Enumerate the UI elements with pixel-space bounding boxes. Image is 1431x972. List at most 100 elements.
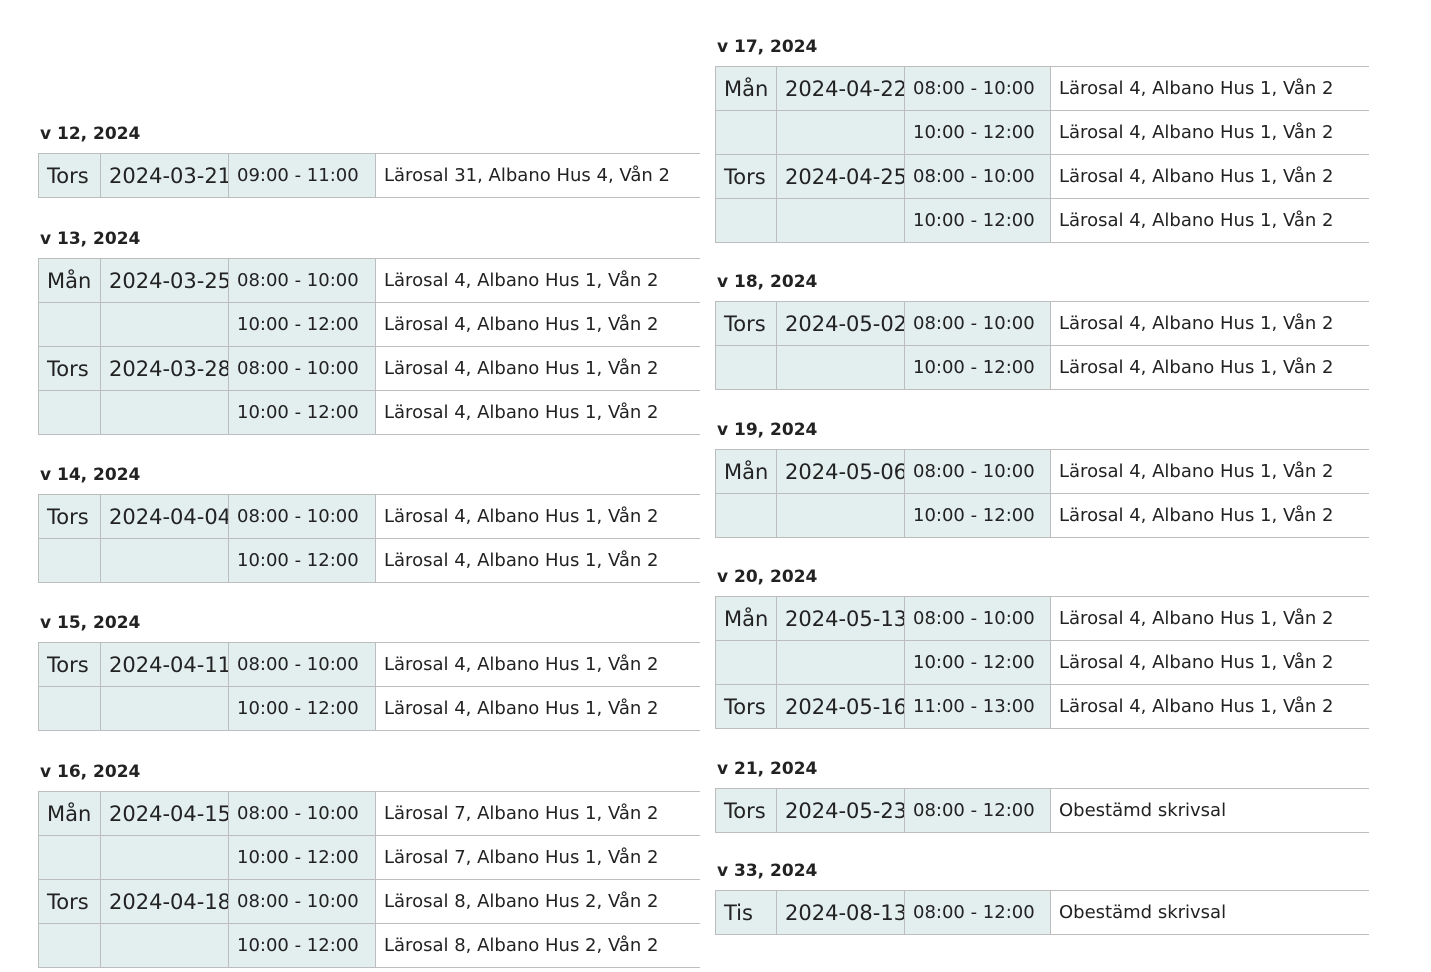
date-cell: 2024-04-18 xyxy=(100,879,229,924)
date-cell xyxy=(776,345,905,390)
time-cell: 08:00 - 10:00 xyxy=(904,154,1051,199)
time-cell: 08:00 - 10:00 xyxy=(904,66,1051,111)
week-title: v 12, 2024 xyxy=(40,124,141,144)
day-cell xyxy=(38,686,101,731)
date-cell: 2024-04-25 xyxy=(776,154,905,199)
week-title: v 14, 2024 xyxy=(40,465,141,485)
week-block: v 13, 2024 Mån 2024-03-25 08:00 - 10:00 … xyxy=(38,228,700,435)
day-cell xyxy=(38,302,101,347)
week-title: v 17, 2024 xyxy=(717,37,818,57)
table-row: 10:00 - 12:00 Lärosal 4, Albano Hus 1, V… xyxy=(715,198,1369,243)
time-cell: 08:00 - 10:00 xyxy=(904,449,1051,494)
date-cell: 2024-05-16 xyxy=(776,684,905,729)
schedule-table: Mån 2024-03-25 08:00 - 10:00 Lärosal 4, … xyxy=(38,258,700,435)
date-cell: 2024-08-13 xyxy=(776,890,905,935)
time-cell: 10:00 - 12:00 xyxy=(904,110,1051,155)
day-cell: Tis xyxy=(715,890,777,935)
date-cell: 2024-04-04 xyxy=(100,494,229,539)
day-cell xyxy=(38,390,101,435)
day-cell xyxy=(38,835,101,880)
table-row: Tors 2024-05-02 08:00 - 10:00 Lärosal 4,… xyxy=(715,301,1369,346)
day-cell: Mån xyxy=(715,66,777,111)
table-row: Tors 2024-04-11 08:00 - 10:00 Lärosal 4,… xyxy=(38,642,700,687)
table-row: 10:00 - 12:00 Lärosal 4, Albano Hus 1, V… xyxy=(715,493,1369,538)
time-cell: 10:00 - 12:00 xyxy=(228,686,376,731)
time-cell: 11:00 - 13:00 xyxy=(904,684,1051,729)
day-cell xyxy=(715,198,777,243)
schedule-table: Tors 2024-05-23 08:00 - 12:00 Obestämd s… xyxy=(715,788,1369,833)
day-cell: Tors xyxy=(715,301,777,346)
table-row: Mån 2024-04-22 08:00 - 10:00 Lärosal 4, … xyxy=(715,66,1369,111)
table-row: Tis 2024-08-13 08:00 - 12:00 Obestämd sk… xyxy=(715,890,1369,935)
day-cell: Tors xyxy=(38,153,101,198)
week-block: v 33, 2024 Tis 2024-08-13 08:00 - 12:00 … xyxy=(715,860,1369,935)
table-row: 10:00 - 12:00 Lärosal 4, Albano Hus 1, V… xyxy=(38,538,700,583)
day-cell xyxy=(715,345,777,390)
week-title: v 18, 2024 xyxy=(717,272,818,292)
time-cell: 10:00 - 12:00 xyxy=(904,640,1051,685)
room-cell: Lärosal 31, Albano Hus 4, Vån 2 xyxy=(375,153,700,198)
day-cell xyxy=(38,538,101,583)
day-cell xyxy=(38,923,101,968)
week-block: v 17, 2024 Mån 2024-04-22 08:00 - 10:00 … xyxy=(715,36,1369,243)
date-cell: 2024-04-22 xyxy=(776,66,905,111)
schedule-table: Mån 2024-04-15 08:00 - 10:00 Lärosal 7, … xyxy=(38,791,700,968)
room-cell: Lärosal 8, Albano Hus 2, Vån 2 xyxy=(375,879,700,924)
room-cell: Lärosal 8, Albano Hus 2, Vån 2 xyxy=(375,923,700,968)
time-cell: 08:00 - 10:00 xyxy=(228,879,376,924)
week-block: v 21, 2024 Tors 2024-05-23 08:00 - 12:00… xyxy=(715,758,1369,833)
week-block: v 18, 2024 Tors 2024-05-02 08:00 - 10:00… xyxy=(715,271,1369,390)
table-row: Mån 2024-05-06 08:00 - 10:00 Lärosal 4, … xyxy=(715,449,1369,494)
day-cell: Mån xyxy=(38,791,101,836)
week-block: v 15, 2024 Tors 2024-04-11 08:00 - 10:00… xyxy=(38,612,700,731)
table-row: 10:00 - 12:00 Lärosal 4, Albano Hus 1, V… xyxy=(38,390,700,435)
date-cell xyxy=(776,493,905,538)
week-block: v 19, 2024 Mån 2024-05-06 08:00 - 10:00 … xyxy=(715,419,1369,538)
time-cell: 10:00 - 12:00 xyxy=(228,538,376,583)
date-cell: 2024-03-28 xyxy=(100,346,229,391)
table-row: Tors 2024-03-21 09:00 - 11:00 Lärosal 31… xyxy=(38,153,700,198)
room-cell: Lärosal 4, Albano Hus 1, Vån 2 xyxy=(375,258,700,303)
table-row: Tors 2024-03-28 08:00 - 10:00 Lärosal 4,… xyxy=(38,346,700,391)
schedule-table: Mån 2024-05-13 08:00 - 10:00 Lärosal 4, … xyxy=(715,596,1369,729)
date-cell xyxy=(100,538,229,583)
date-cell xyxy=(776,640,905,685)
date-cell: 2024-04-11 xyxy=(100,642,229,687)
table-row: 10:00 - 12:00 Lärosal 4, Albano Hus 1, V… xyxy=(38,302,700,347)
room-cell: Lärosal 4, Albano Hus 1, Vån 2 xyxy=(375,346,700,391)
week-block: v 16, 2024 Mån 2024-04-15 08:00 - 10:00 … xyxy=(38,761,700,968)
room-cell: Lärosal 4, Albano Hus 1, Vån 2 xyxy=(1050,154,1369,199)
week-title: v 15, 2024 xyxy=(40,613,141,633)
table-row: Tors 2024-04-04 08:00 - 10:00 Lärosal 4,… xyxy=(38,494,700,539)
day-cell: Tors xyxy=(715,788,777,833)
table-row: Mån 2024-05-13 08:00 - 10:00 Lärosal 4, … xyxy=(715,596,1369,641)
room-cell: Lärosal 4, Albano Hus 1, Vån 2 xyxy=(1050,640,1369,685)
time-cell: 08:00 - 10:00 xyxy=(228,494,376,539)
table-row: 10:00 - 12:00 Lärosal 7, Albano Hus 1, V… xyxy=(38,835,700,880)
time-cell: 08:00 - 10:00 xyxy=(228,791,376,836)
date-cell xyxy=(100,302,229,347)
table-row: Tors 2024-04-18 08:00 - 10:00 Lärosal 8,… xyxy=(38,879,700,924)
time-cell: 10:00 - 12:00 xyxy=(904,345,1051,390)
table-row: Tors 2024-04-25 08:00 - 10:00 Lärosal 4,… xyxy=(715,154,1369,199)
room-cell: Lärosal 4, Albano Hus 1, Vån 2 xyxy=(1050,301,1369,346)
table-row: 10:00 - 12:00 Lärosal 4, Albano Hus 1, V… xyxy=(715,640,1369,685)
time-cell: 10:00 - 12:00 xyxy=(904,493,1051,538)
room-cell: Lärosal 4, Albano Hus 1, Vån 2 xyxy=(375,642,700,687)
date-cell: 2024-03-25 xyxy=(100,258,229,303)
room-cell: Lärosal 4, Albano Hus 1, Vån 2 xyxy=(1050,684,1369,729)
room-cell: Lärosal 4, Albano Hus 1, Vån 2 xyxy=(1050,110,1369,155)
schedule-table: Tors 2024-03-21 09:00 - 11:00 Lärosal 31… xyxy=(38,153,700,198)
room-cell: Lärosal 4, Albano Hus 1, Vån 2 xyxy=(1050,449,1369,494)
room-cell: Lärosal 7, Albano Hus 1, Vån 2 xyxy=(375,835,700,880)
day-cell: Mån xyxy=(715,449,777,494)
date-cell xyxy=(776,110,905,155)
table-row: 10:00 - 12:00 Lärosal 8, Albano Hus 2, V… xyxy=(38,923,700,968)
table-row: 10:00 - 12:00 Lärosal 4, Albano Hus 1, V… xyxy=(38,686,700,731)
week-title: v 21, 2024 xyxy=(717,759,818,779)
date-cell xyxy=(100,390,229,435)
schedule-table: Tis 2024-08-13 08:00 - 12:00 Obestämd sk… xyxy=(715,890,1369,935)
week-block: v 12, 2024 Tors 2024-03-21 09:00 - 11:00… xyxy=(38,123,700,198)
room-cell: Lärosal 4, Albano Hus 1, Vån 2 xyxy=(375,538,700,583)
date-cell xyxy=(100,835,229,880)
